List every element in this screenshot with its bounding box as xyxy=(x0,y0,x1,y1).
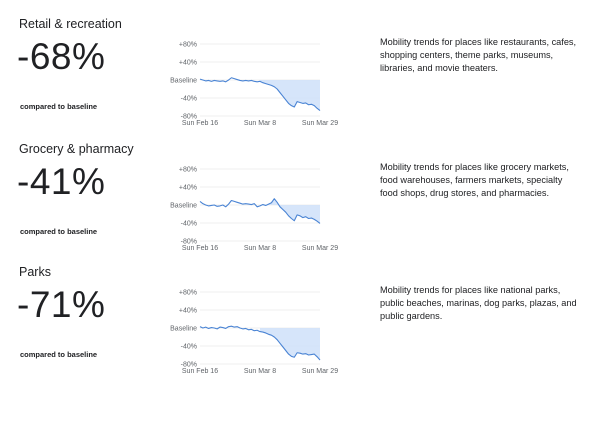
y-tick-label: +40% xyxy=(179,184,197,191)
headline-value: -41% xyxy=(17,161,106,202)
x-tick-label: Sun Mar 8 xyxy=(244,368,276,375)
baseline-caption: compared to baseline xyxy=(20,350,98,359)
x-tick-label: Sun Feb 16 xyxy=(182,120,218,127)
x-tick-label: Sun Mar 8 xyxy=(244,245,276,252)
y-tick-label: +80% xyxy=(179,41,197,48)
x-tick-label: Sun Mar 29 xyxy=(302,368,338,375)
y-tick-label: -80% xyxy=(181,361,197,368)
category-description: Mobility trends for places like national… xyxy=(380,285,577,321)
y-tick-label: +80% xyxy=(179,166,197,173)
decline-area xyxy=(260,328,320,360)
trend-chart: +80% +40% Baseline -40% -80%Sun Feb 16 Sun Ma… xyxy=(170,166,338,252)
x-tick-label: Sun Mar 29 xyxy=(302,245,338,252)
baseline-caption: compared to baseline xyxy=(20,227,98,236)
category-title: Retail & recreation xyxy=(19,17,122,31)
x-tick-label: Sun Mar 29 xyxy=(302,120,338,127)
category-title: Grocery & pharmacy xyxy=(19,142,134,156)
section-retail-recreation: Retail & recreation -68% compared to bas… xyxy=(0,10,600,135)
y-tick-label: -40% xyxy=(181,95,197,102)
trend-line xyxy=(199,325,321,361)
trend-chart: +80% +40% Baseline -40% -80%Sun Feb 16 Sun Ma… xyxy=(170,289,338,375)
trend-line xyxy=(199,198,321,224)
x-tick-label: Sun Feb 16 xyxy=(182,368,218,375)
trend-line xyxy=(199,77,321,112)
x-tick-label: Sun Feb 16 xyxy=(182,245,218,252)
y-tick-label: -80% xyxy=(181,238,197,245)
headline-value: -71% xyxy=(17,284,106,325)
y-tick-label: Baseline xyxy=(170,77,197,84)
y-tick-label: -40% xyxy=(181,220,197,227)
y-tick-label: -80% xyxy=(181,113,197,120)
section-parks: Parks -71% compared to baseline +80% +40%… xyxy=(0,258,600,383)
headline-value: -68% xyxy=(17,36,106,77)
category-description: Mobility trends for places like grocery … xyxy=(380,162,569,198)
y-tick-label: Baseline xyxy=(170,325,197,332)
category-title: Parks xyxy=(19,265,51,279)
baseline-caption: compared to baseline xyxy=(20,102,98,111)
trend-chart: +80% +40% Baseline -40% -80%Sun Feb 16 Sun Ma… xyxy=(170,41,338,127)
x-tick-label: Sun Mar 8 xyxy=(244,120,276,127)
y-tick-label: +40% xyxy=(179,59,197,66)
category-description: Mobility trends for places like restaura… xyxy=(380,37,577,73)
y-tick-label: +80% xyxy=(179,289,197,296)
decline-area xyxy=(260,198,320,224)
y-tick-label: -40% xyxy=(181,343,197,350)
y-tick-label: +40% xyxy=(179,307,197,314)
section-grocery-pharmacy: Grocery & pharmacy -41% compared to base… xyxy=(0,135,600,260)
y-tick-label: Baseline xyxy=(170,202,197,209)
